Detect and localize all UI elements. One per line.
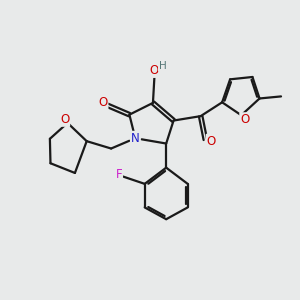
Text: N: N: [131, 132, 140, 145]
Text: O: O: [150, 64, 159, 77]
Text: O: O: [240, 113, 249, 126]
Text: F: F: [116, 168, 122, 181]
Text: H: H: [159, 61, 167, 71]
Text: O: O: [98, 96, 107, 109]
Text: O: O: [207, 135, 216, 148]
Text: O: O: [60, 113, 69, 126]
